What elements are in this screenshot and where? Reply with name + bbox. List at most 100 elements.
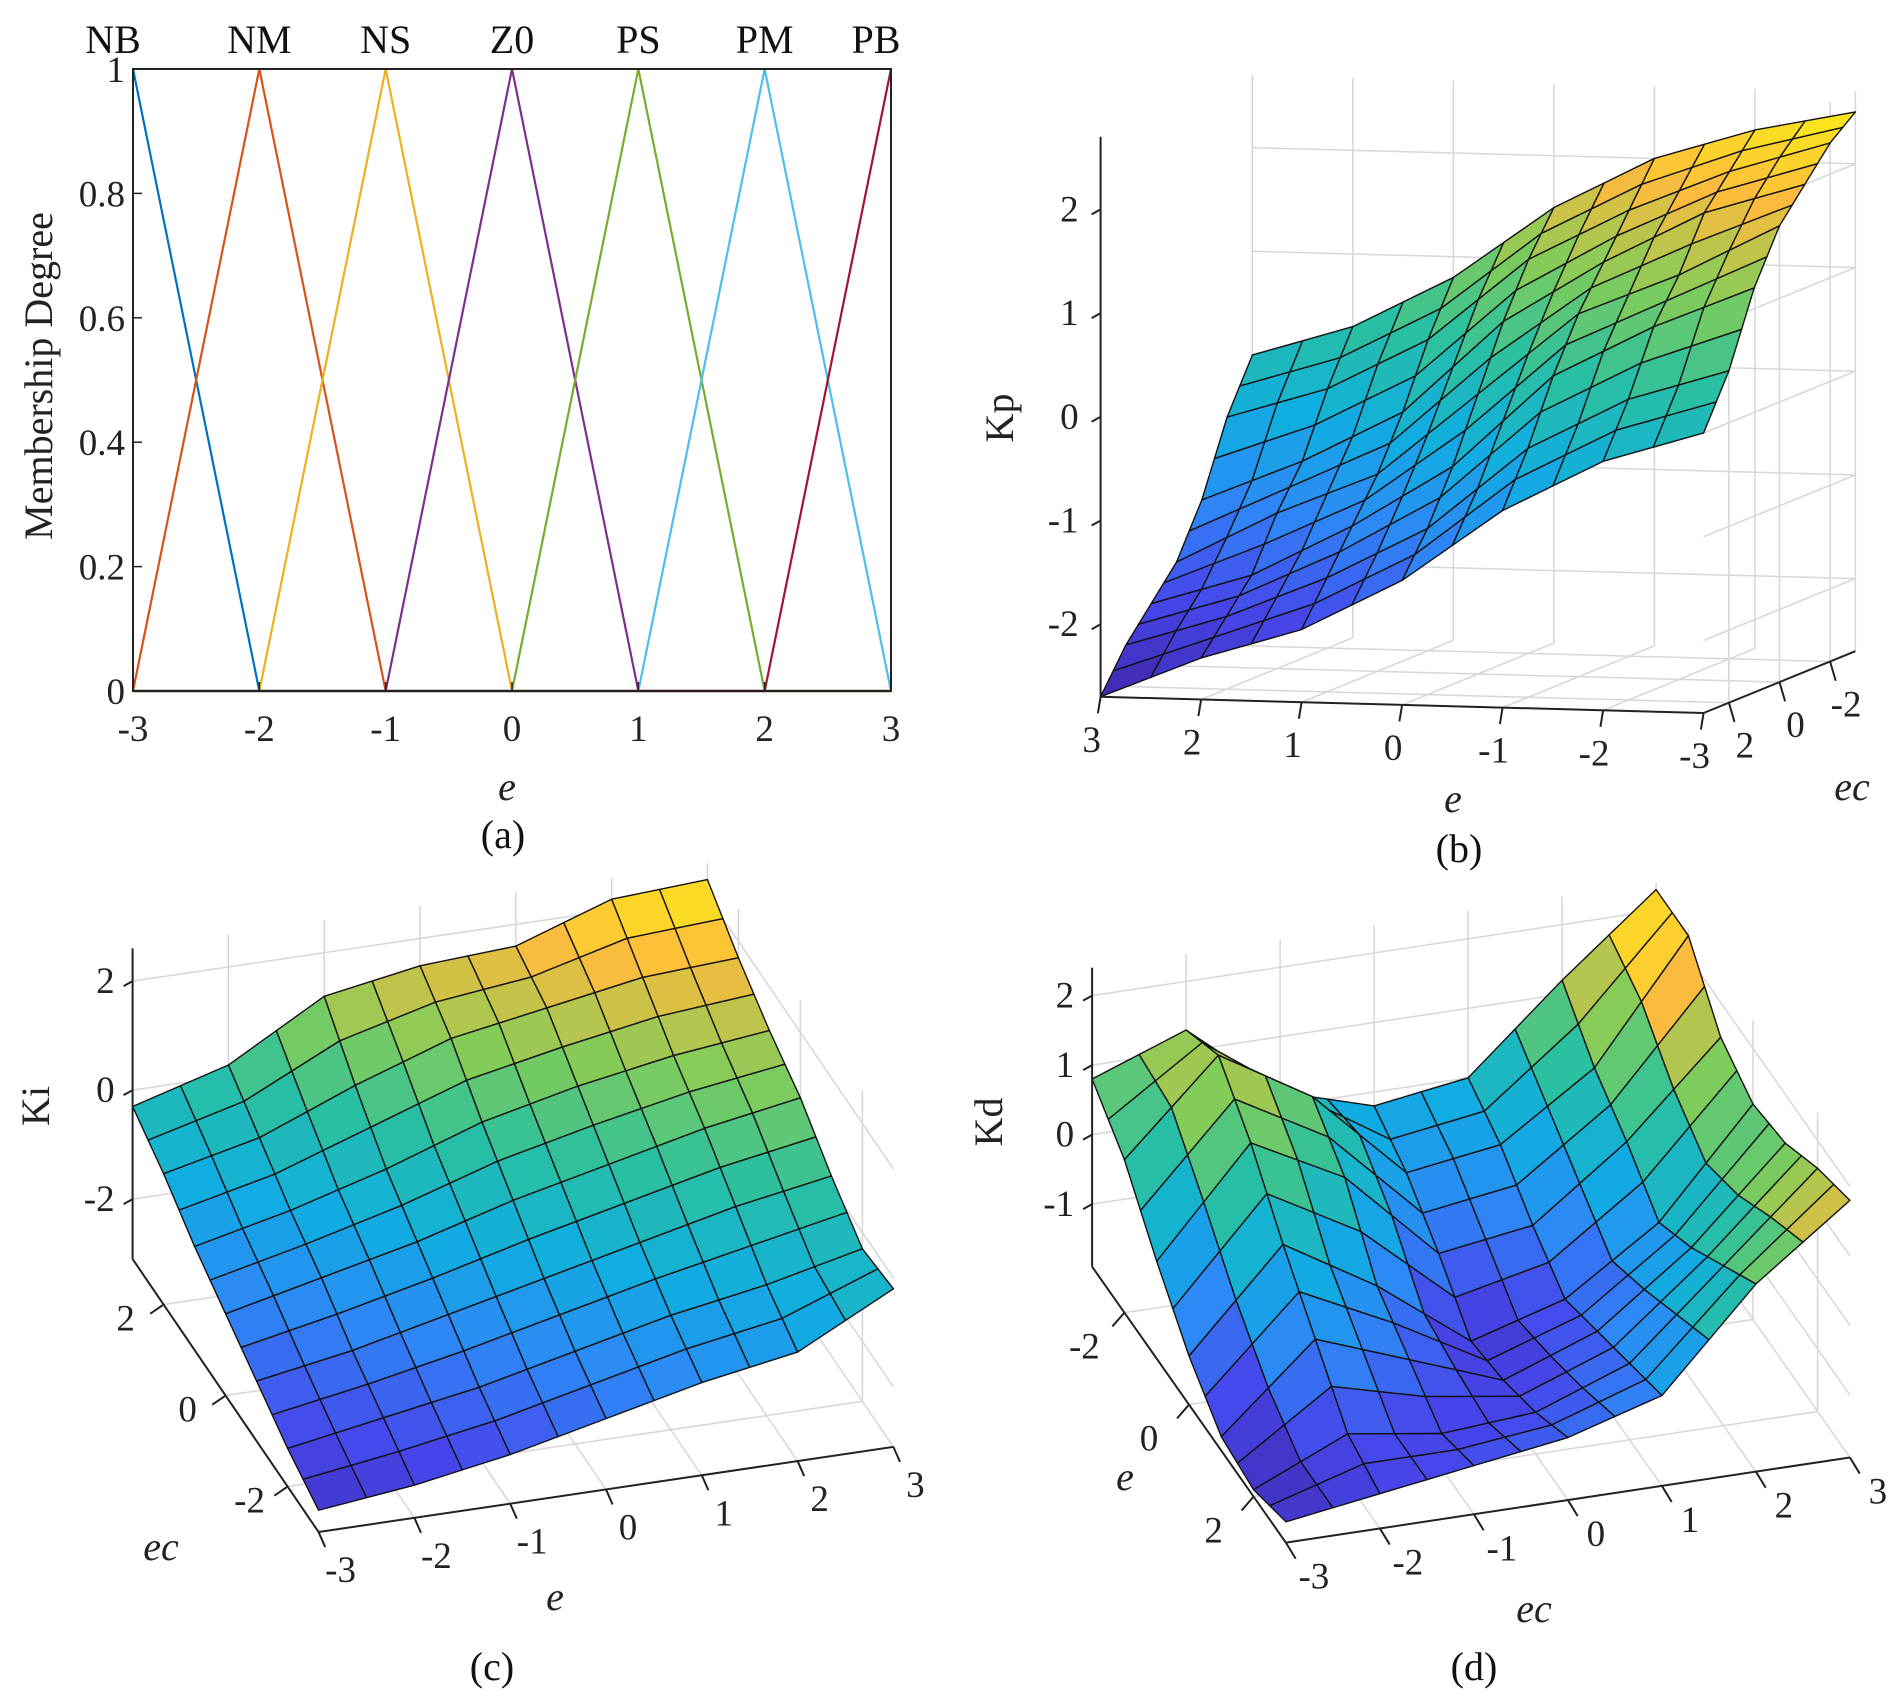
z-tick-label: 1	[1060, 293, 1079, 334]
ec-tick-mark	[1778, 681, 1787, 702]
wall-grid-line	[1703, 577, 1856, 642]
surface-face	[302, 1464, 368, 1511]
ec-tick-label: -2	[234, 1481, 265, 1522]
x-tick-label: -1	[370, 709, 401, 750]
ec-tick-mark	[273, 1485, 289, 1497]
wall-grid-line	[706, 895, 895, 1170]
e-tick-label: 0	[619, 1507, 638, 1548]
panel-caption-b: (b)	[1436, 826, 1483, 871]
series-line-ns	[133, 68, 891, 693]
ec-tick-mark	[1473, 1513, 1485, 1531]
z-tick-label: 0	[1060, 397, 1079, 438]
z-tick-label: -1	[1048, 501, 1079, 542]
e-tick-label: -3	[1679, 736, 1710, 777]
z-tick-mark	[1091, 312, 1102, 319]
floor-grid-line	[1227, 644, 1831, 663]
x-tick-label: 3	[882, 709, 901, 750]
legend-label-pm: PM	[736, 17, 794, 62]
wall-grid-line	[1703, 370, 1856, 434]
e-axis-label: e	[1444, 776, 1462, 821]
e-tick-label: 1	[1283, 725, 1302, 766]
ec-tick-label: 0	[1587, 1514, 1606, 1555]
e-tick-label: -2	[1579, 733, 1610, 774]
ec-tick-mark	[1849, 1456, 1861, 1475]
e-tick-label: -1	[1478, 731, 1509, 772]
ec-tick-label: 3	[1869, 1471, 1888, 1512]
z-tick-label: -2	[84, 1179, 115, 1220]
series-line-ps	[133, 68, 891, 693]
ec-tick-label: 1	[1681, 1500, 1700, 1541]
legend-label-ps: PS	[616, 17, 661, 62]
legend-label-z0: Z0	[490, 17, 534, 62]
e-tick-mark	[1699, 712, 1705, 730]
y-tick-label: 1	[107, 50, 126, 91]
e-tick-label: 0	[1140, 1419, 1159, 1460]
ec-tick-mark	[1379, 1527, 1391, 1546]
e-tick-mark	[413, 1517, 422, 1534]
z-tick-mark	[123, 1198, 134, 1205]
z-tick-label: -2	[1048, 604, 1079, 645]
e-tick-mark	[1498, 707, 1504, 725]
e-tick-mark	[892, 1446, 901, 1463]
z-tick-label: -1	[1043, 1184, 1074, 1225]
wall-grid-line	[1703, 474, 1856, 538]
z-axis-label: Ki	[13, 1086, 58, 1126]
e-tick-mark	[1111, 1311, 1126, 1328]
series-line-nm	[131, 68, 891, 693]
wall-grid-line	[1091, 909, 1657, 997]
legend-label-nm: NM	[227, 17, 291, 62]
series-line-nb	[131, 68, 891, 693]
e-tick-label: 2	[810, 1479, 829, 1520]
e-tick-label: 1	[715, 1493, 734, 1534]
ec-tick-label: -1	[1486, 1528, 1517, 1569]
ec-tick-mark	[1727, 702, 1736, 723]
surface-chart-kp	[1091, 75, 1857, 730]
e-tick-mark	[509, 1503, 518, 1520]
z-tick-mark	[1091, 623, 1102, 631]
e-tick-mark	[796, 1460, 806, 1477]
ec-tick-label: 2	[1775, 1486, 1794, 1527]
y-tick-label: 0.6	[79, 299, 125, 340]
ec-tick-mark	[1661, 1485, 1673, 1503]
e-tick-label: -1	[517, 1522, 548, 1563]
x-tick-label: -2	[244, 709, 275, 750]
panel-caption-c: (c)	[470, 1644, 514, 1689]
panel-caption-a: (a)	[481, 812, 525, 857]
e-tick-mark	[605, 1489, 614, 1505]
e-tick-mark	[1240, 1495, 1255, 1512]
ec-axis-label: ec	[1834, 764, 1870, 809]
e-tick-mark	[700, 1474, 710, 1491]
z-tick-mark	[123, 1089, 134, 1096]
x-axis-label: e	[498, 764, 516, 809]
z-tick-mark	[1091, 208, 1102, 216]
e-tick-mark	[1599, 710, 1605, 727]
e-tick-mark	[1176, 1403, 1190, 1420]
z-tick-mark	[123, 980, 134, 987]
e-tick-label: 0	[1384, 728, 1403, 769]
series-line-pm	[133, 68, 893, 693]
ec-tick-mark	[149, 1303, 165, 1315]
e-tick-label: -3	[325, 1550, 356, 1591]
ec-tick-mark	[1829, 661, 1837, 682]
surface-chart-kd	[1082, 882, 1861, 1560]
x-tick-label: -3	[118, 709, 149, 750]
e-axis-label: e	[1116, 1454, 1134, 1499]
floor-grid-line	[1176, 665, 1780, 683]
series-line-pb	[133, 68, 893, 693]
legend-label-ns: NS	[360, 17, 411, 62]
x-tick-label: 2	[755, 709, 774, 750]
z-tick-mark	[1082, 994, 1093, 1002]
y-tick-label: 0.2	[79, 548, 125, 589]
ec-tick-label: -2	[1831, 684, 1862, 725]
membership-chart	[131, 68, 893, 693]
series-line-z0	[133, 68, 891, 693]
z-tick-mark	[1082, 1203, 1093, 1210]
e-tick-label: 2	[1183, 722, 1202, 763]
x-tick-label: 0	[503, 709, 522, 750]
ec-axis-label: ec	[143, 1524, 179, 1569]
ec-tick-label: 2	[1736, 726, 1755, 767]
ec-tick-label: 0	[178, 1390, 197, 1431]
e-tick-mark	[317, 1531, 327, 1548]
ec-tick-mark	[211, 1394, 227, 1406]
